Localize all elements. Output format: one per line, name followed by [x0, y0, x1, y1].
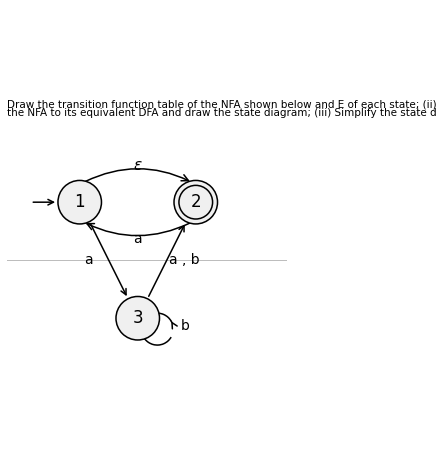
Text: $\varepsilon$: $\varepsilon$	[133, 158, 143, 173]
FancyArrowPatch shape	[87, 223, 190, 236]
Text: Draw the transition function table of the NFA shown below and E of each state; (: Draw the transition function table of th…	[7, 99, 436, 109]
Circle shape	[174, 181, 218, 224]
Text: 3: 3	[133, 309, 143, 327]
Text: b: b	[181, 319, 189, 333]
Text: a: a	[133, 232, 142, 246]
Text: a: a	[84, 253, 93, 267]
Text: 1: 1	[75, 193, 85, 211]
FancyArrowPatch shape	[85, 169, 188, 182]
Circle shape	[58, 181, 102, 224]
Text: a , b: a , b	[169, 253, 200, 267]
Circle shape	[116, 296, 160, 340]
Text: 2: 2	[191, 193, 201, 211]
Text: the NFA to its equivalent DFA and draw the state diagram; (iii) Simplify the sta: the NFA to its equivalent DFA and draw t…	[7, 108, 436, 118]
